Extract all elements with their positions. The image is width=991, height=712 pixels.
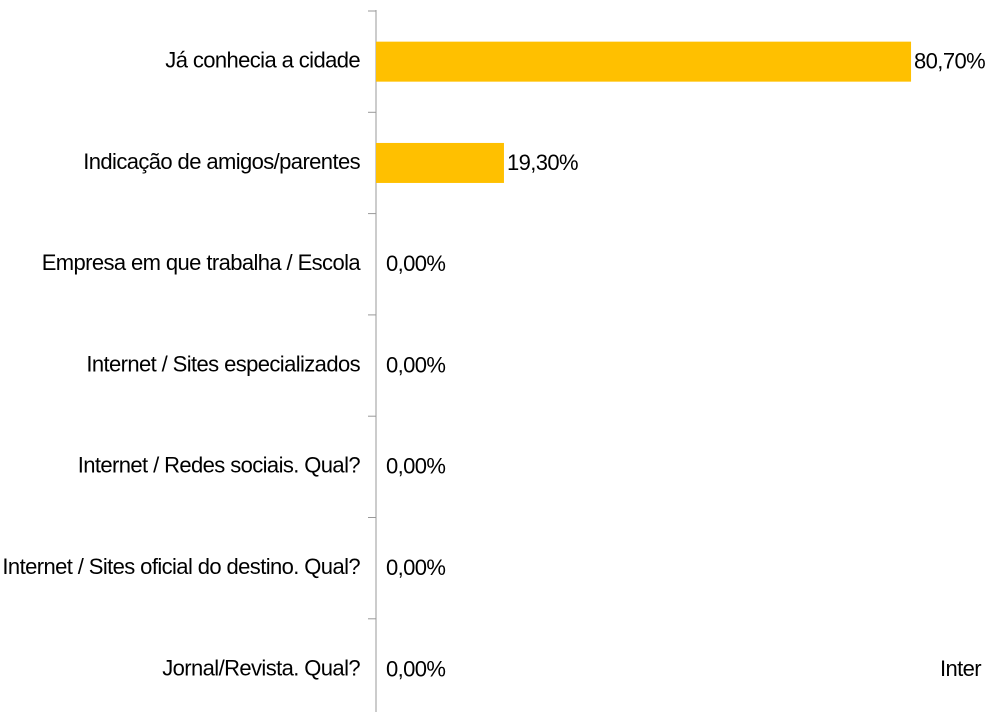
value-label: 80,70% <box>914 48 985 73</box>
value-label: 0,00% <box>386 454 445 479</box>
y-tick-label: Internet / Sites oficial do destino. Qua… <box>2 554 360 579</box>
value-label: 19,30% <box>507 150 578 175</box>
y-tick-label: Já conhecia a cidade <box>165 47 360 72</box>
y-tick-label: Internet / Sites especializados <box>86 351 360 376</box>
annotation: Inter <box>940 656 981 681</box>
y-tick-label: Internet / Redes sociais. Qual? <box>78 453 361 478</box>
value-label: 0,00% <box>386 555 445 580</box>
value-label: 0,00% <box>386 251 445 276</box>
y-tick-label: Indicação de amigos/parentes <box>83 149 360 174</box>
bar <box>376 41 912 82</box>
y-tick-label: Jornal/Revista. Qual? <box>162 655 360 680</box>
bar <box>376 142 504 183</box>
value-label: 0,00% <box>386 656 445 681</box>
y-tick-label: Empresa em que trabalha / Escola <box>42 250 362 275</box>
value-label: 0,00% <box>386 352 445 377</box>
